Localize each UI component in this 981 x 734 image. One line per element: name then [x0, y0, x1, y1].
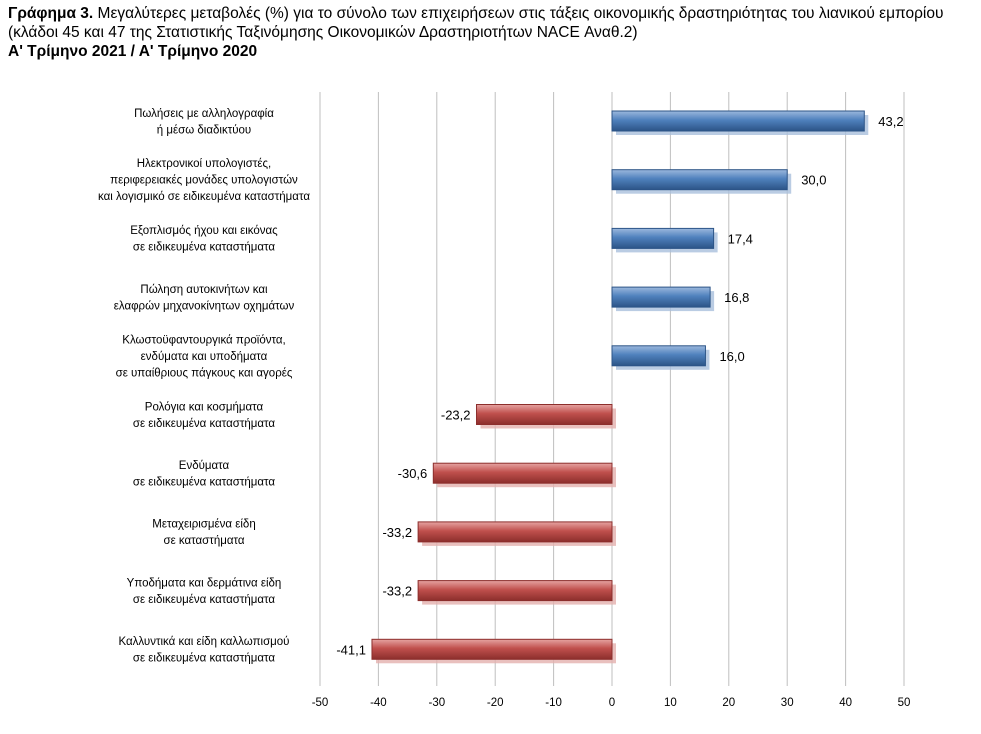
category-label-line: Εξοπλισμός ήχου και εικόνας: [130, 225, 278, 237]
x-tick-label: -30: [428, 697, 445, 709]
bar: [417, 521, 613, 543]
bar: [611, 345, 706, 367]
bar: [432, 462, 613, 484]
bar: [417, 580, 613, 602]
category-label: Εξοπλισμός ήχου και εικόνας σε ειδικευμέν…: [130, 225, 278, 254]
x-tick-label: -40: [370, 697, 387, 709]
category-label-line: περιφερειακές μονάδες υπολογιστών: [110, 175, 298, 187]
x-tick-label: -10: [545, 697, 562, 709]
category-label-line: Ρολόγια και κοσμήματα: [145, 401, 264, 413]
category-label-line: Μεταχειρισμένα είδη: [152, 519, 255, 531]
category-label-line: σε καταστήματα: [163, 535, 244, 547]
category-label: Πωλήσεις με αλληλογραφία ή μέσω διαδικτύο…: [134, 108, 274, 137]
data-label: 17,4: [728, 231, 753, 246]
bar: [476, 404, 613, 425]
bar: [611, 286, 711, 308]
data-label: -41,1: [336, 642, 366, 657]
category-label: Πώληση αυτοκινήτων και ελαφρών μηχανοκίνη…: [114, 284, 295, 313]
bar: [611, 227, 715, 249]
category-labels: Πωλήσεις με αλληλογραφία ή μέσω διαδικτύο…: [98, 108, 310, 665]
category-label-line: και λογισμικό σε ειδικευμένα καταστήματα: [98, 191, 310, 203]
category-label-line: ή μέσω διαδικτύου: [157, 124, 251, 136]
x-tick-label: -50: [312, 697, 329, 709]
data-labels: 43,2 30,0 17,4 16,8 16,0 -23,2 -30,6 -33,2 -33,2…: [336, 114, 903, 657]
category-label-line: ελαφρών μηχανοκίνητων οχημάτων: [114, 300, 295, 312]
category-label: Υποδήματα και δερμάτινα είδη σε ειδικευμέ…: [127, 577, 282, 606]
category-label-line: σε υπαίθριους πάγκους και αγορές: [116, 367, 293, 379]
x-tick-label: 50: [898, 697, 911, 709]
category-label-line: Καλλυντικά και είδη καλλωπισμού: [119, 636, 290, 648]
category-label-line: σε ειδικευμένα καταστήματα: [133, 594, 276, 606]
x-tick-label: 10: [664, 697, 677, 709]
data-label: 16,8: [724, 290, 749, 305]
data-label: 43,2: [878, 114, 903, 129]
bars: [371, 110, 869, 664]
chart-title: Μεγαλύτερες μεταβολές (%) για το σύνολο …: [8, 5, 944, 41]
category-label-line: σε ειδικευμένα καταστήματα: [133, 242, 276, 254]
category-label-line: ενδύματα και υποδήματα: [141, 351, 268, 363]
category-label: Καλλυντικά και είδη καλλωπισμού σε ειδικε…: [119, 636, 290, 665]
category-label-line: σε ειδικευμένα καταστήματα: [133, 653, 276, 665]
category-label: Ρολόγια και κοσμήματα σε ειδικευμένα κατα…: [133, 401, 276, 430]
data-label: -33,2: [382, 584, 412, 599]
bar: [611, 110, 865, 132]
bar: [371, 638, 613, 660]
category-label-line: Πωλήσεις με αλληλογραφία: [134, 108, 274, 120]
category-label-line: σε ειδικευμένα καταστήματα: [133, 476, 276, 488]
x-tick-label: 0: [609, 697, 615, 709]
x-tick-label: 20: [722, 697, 735, 709]
chart-subtitle: Α' Τρίμηνο 2021 / Α' Τρίμηνο 2020: [8, 43, 258, 60]
data-label: 16,0: [719, 349, 744, 364]
chart-title-prefix: Γράφημα 3.: [8, 5, 94, 22]
chart-title-block: Γράφημα 3. Μεγαλύτερες μεταβολές (%) για…: [8, 4, 976, 61]
category-label-line: Υποδήματα και δερμάτινα είδη: [127, 577, 282, 589]
category-label-line: Ενδύματα: [179, 460, 230, 472]
bar: [611, 169, 788, 191]
x-tick-label: -20: [487, 697, 504, 709]
category-label-line: Πώληση αυτοκινήτων και: [140, 284, 268, 296]
category-label: Κλωστοϋφαντουργικά προϊόντα, ενδύματα και…: [116, 334, 293, 379]
category-label-line: Κλωστοϋφαντουργικά προϊόντα,: [122, 334, 285, 346]
category-label: Ενδύματα σε ειδικευμένα καταστήματα: [133, 460, 276, 489]
category-label-line: Ηλεκτρονικοί υπολογιστές,: [137, 158, 272, 170]
category-label: Μεταχειρισμένα είδη σε καταστήματα: [152, 519, 255, 548]
x-tick-label: 40: [839, 697, 852, 709]
category-label-line: σε ειδικευμένα καταστήματα: [133, 418, 276, 430]
x-axis-tick-labels: -50 -40 -30 -20 -10 0 10 20 30 40 50: [312, 697, 911, 709]
data-label: 30,0: [801, 173, 826, 188]
x-tick-label: 30: [781, 697, 794, 709]
data-label: -30,6: [398, 466, 428, 481]
data-label: -33,2: [382, 525, 412, 540]
data-label: -23,2: [441, 408, 471, 423]
category-label: Ηλεκτρονικοί υπολογιστές, περιφερειακές μ…: [98, 158, 310, 203]
